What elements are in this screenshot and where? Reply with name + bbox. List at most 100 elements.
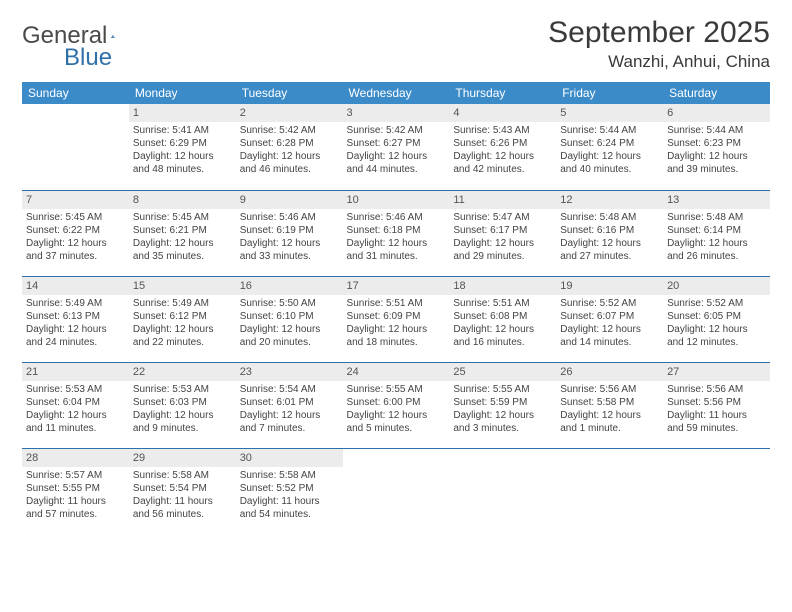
calendar-cell: 7Sunrise: 5:45 AMSunset: 6:22 PMDaylight… bbox=[22, 190, 129, 276]
header: General September 2025 Wanzhi, Anhui, Ch… bbox=[22, 16, 770, 72]
calendar-cell: 13Sunrise: 5:48 AMSunset: 6:14 PMDayligh… bbox=[663, 190, 770, 276]
day-details: Sunrise: 5:42 AMSunset: 6:27 PMDaylight:… bbox=[343, 122, 450, 179]
calendar-thead: SundayMondayTuesdayWednesdayThursdayFrid… bbox=[22, 82, 770, 104]
day-number: 29 bbox=[129, 448, 236, 467]
day-number: 18 bbox=[449, 276, 556, 295]
calendar-cell: 1Sunrise: 5:41 AMSunset: 6:29 PMDaylight… bbox=[129, 104, 236, 190]
day-details: Sunrise: 5:54 AMSunset: 6:01 PMDaylight:… bbox=[236, 381, 343, 438]
calendar-cell: 18Sunrise: 5:51 AMSunset: 6:08 PMDayligh… bbox=[449, 276, 556, 362]
day-details: Sunrise: 5:49 AMSunset: 6:12 PMDaylight:… bbox=[129, 295, 236, 352]
calendar-cell: 8Sunrise: 5:45 AMSunset: 6:21 PMDaylight… bbox=[129, 190, 236, 276]
calendar-cell: 25Sunrise: 5:55 AMSunset: 5:59 PMDayligh… bbox=[449, 362, 556, 448]
day-details: Sunrise: 5:50 AMSunset: 6:10 PMDaylight:… bbox=[236, 295, 343, 352]
day-number: 15 bbox=[129, 276, 236, 295]
day-number: 4 bbox=[449, 104, 556, 122]
day-number: 19 bbox=[556, 276, 663, 295]
day-details: Sunrise: 5:55 AMSunset: 6:00 PMDaylight:… bbox=[343, 381, 450, 438]
calendar-cell: 27Sunrise: 5:56 AMSunset: 5:56 PMDayligh… bbox=[663, 362, 770, 448]
calendar-cell bbox=[343, 448, 450, 534]
day-number: 12 bbox=[556, 190, 663, 209]
calendar-cell: 24Sunrise: 5:55 AMSunset: 6:00 PMDayligh… bbox=[343, 362, 450, 448]
day-details: Sunrise: 5:48 AMSunset: 6:14 PMDaylight:… bbox=[663, 209, 770, 266]
brand-text-blue: Blue bbox=[64, 44, 112, 72]
day-details: Sunrise: 5:44 AMSunset: 6:23 PMDaylight:… bbox=[663, 122, 770, 179]
day-number: 21 bbox=[22, 362, 129, 381]
day-number: 6 bbox=[663, 104, 770, 122]
day-details: Sunrise: 5:52 AMSunset: 6:07 PMDaylight:… bbox=[556, 295, 663, 352]
calendar-cell: 3Sunrise: 5:42 AMSunset: 6:27 PMDaylight… bbox=[343, 104, 450, 190]
calendar-cell: 11Sunrise: 5:47 AMSunset: 6:17 PMDayligh… bbox=[449, 190, 556, 276]
day-details: Sunrise: 5:55 AMSunset: 5:59 PMDaylight:… bbox=[449, 381, 556, 438]
day-number: 5 bbox=[556, 104, 663, 122]
calendar-body: 1Sunrise: 5:41 AMSunset: 6:29 PMDaylight… bbox=[22, 104, 770, 534]
calendar-cell: 28Sunrise: 5:57 AMSunset: 5:55 PMDayligh… bbox=[22, 448, 129, 534]
day-details: Sunrise: 5:46 AMSunset: 6:19 PMDaylight:… bbox=[236, 209, 343, 266]
day-number: 22 bbox=[129, 362, 236, 381]
calendar-cell: 6Sunrise: 5:44 AMSunset: 6:23 PMDaylight… bbox=[663, 104, 770, 190]
day-number: 8 bbox=[129, 190, 236, 209]
day-details: Sunrise: 5:58 AMSunset: 5:54 PMDaylight:… bbox=[129, 467, 236, 524]
calendar-cell: 22Sunrise: 5:53 AMSunset: 6:03 PMDayligh… bbox=[129, 362, 236, 448]
weekday-header: Monday bbox=[129, 82, 236, 104]
day-number: 17 bbox=[343, 276, 450, 295]
day-number: 11 bbox=[449, 190, 556, 209]
day-number: 20 bbox=[663, 276, 770, 295]
calendar-cell: 20Sunrise: 5:52 AMSunset: 6:05 PMDayligh… bbox=[663, 276, 770, 362]
day-details: Sunrise: 5:53 AMSunset: 6:04 PMDaylight:… bbox=[22, 381, 129, 438]
weekday-header: Saturday bbox=[663, 82, 770, 104]
calendar-cell: 23Sunrise: 5:54 AMSunset: 6:01 PMDayligh… bbox=[236, 362, 343, 448]
title-block: September 2025 Wanzhi, Anhui, China bbox=[548, 16, 770, 72]
day-number: 7 bbox=[22, 190, 129, 209]
calendar-cell: 4Sunrise: 5:43 AMSunset: 6:26 PMDaylight… bbox=[449, 104, 556, 190]
day-details: Sunrise: 5:53 AMSunset: 6:03 PMDaylight:… bbox=[129, 381, 236, 438]
calendar-cell: 30Sunrise: 5:58 AMSunset: 5:52 PMDayligh… bbox=[236, 448, 343, 534]
day-number: 27 bbox=[663, 362, 770, 381]
day-details: Sunrise: 5:52 AMSunset: 6:05 PMDaylight:… bbox=[663, 295, 770, 352]
day-number: 28 bbox=[22, 448, 129, 467]
day-number: 9 bbox=[236, 190, 343, 209]
day-details: Sunrise: 5:56 AMSunset: 5:58 PMDaylight:… bbox=[556, 381, 663, 438]
day-details: Sunrise: 5:46 AMSunset: 6:18 PMDaylight:… bbox=[343, 209, 450, 266]
day-details: Sunrise: 5:41 AMSunset: 6:29 PMDaylight:… bbox=[129, 122, 236, 179]
calendar-cell bbox=[449, 448, 556, 534]
day-number: 26 bbox=[556, 362, 663, 381]
day-details: Sunrise: 5:56 AMSunset: 5:56 PMDaylight:… bbox=[663, 381, 770, 438]
calendar-cell: 21Sunrise: 5:53 AMSunset: 6:04 PMDayligh… bbox=[22, 362, 129, 448]
day-number: 24 bbox=[343, 362, 450, 381]
calendar-table: SundayMondayTuesdayWednesdayThursdayFrid… bbox=[22, 82, 770, 534]
day-details: Sunrise: 5:45 AMSunset: 6:21 PMDaylight:… bbox=[129, 209, 236, 266]
weekday-header: Friday bbox=[556, 82, 663, 104]
day-details: Sunrise: 5:51 AMSunset: 6:08 PMDaylight:… bbox=[449, 295, 556, 352]
day-details: Sunrise: 5:57 AMSunset: 5:55 PMDaylight:… bbox=[22, 467, 129, 524]
calendar-cell: 19Sunrise: 5:52 AMSunset: 6:07 PMDayligh… bbox=[556, 276, 663, 362]
calendar-cell bbox=[22, 104, 129, 190]
day-number: 1 bbox=[129, 104, 236, 122]
weekday-header: Tuesday bbox=[236, 82, 343, 104]
calendar-cell: 29Sunrise: 5:58 AMSunset: 5:54 PMDayligh… bbox=[129, 448, 236, 534]
day-details: Sunrise: 5:47 AMSunset: 6:17 PMDaylight:… bbox=[449, 209, 556, 266]
calendar-cell: 5Sunrise: 5:44 AMSunset: 6:24 PMDaylight… bbox=[556, 104, 663, 190]
day-details: Sunrise: 5:45 AMSunset: 6:22 PMDaylight:… bbox=[22, 209, 129, 266]
day-details: Sunrise: 5:44 AMSunset: 6:24 PMDaylight:… bbox=[556, 122, 663, 179]
weekday-header: Thursday bbox=[449, 82, 556, 104]
day-number: 14 bbox=[22, 276, 129, 295]
weekday-header: Sunday bbox=[22, 82, 129, 104]
calendar-cell: 10Sunrise: 5:46 AMSunset: 6:18 PMDayligh… bbox=[343, 190, 450, 276]
day-number: 2 bbox=[236, 104, 343, 122]
day-number: 23 bbox=[236, 362, 343, 381]
day-details: Sunrise: 5:49 AMSunset: 6:13 PMDaylight:… bbox=[22, 295, 129, 352]
calendar-cell: 17Sunrise: 5:51 AMSunset: 6:09 PMDayligh… bbox=[343, 276, 450, 362]
calendar-cell: 15Sunrise: 5:49 AMSunset: 6:12 PMDayligh… bbox=[129, 276, 236, 362]
day-details: Sunrise: 5:42 AMSunset: 6:28 PMDaylight:… bbox=[236, 122, 343, 179]
calendar-cell: 9Sunrise: 5:46 AMSunset: 6:19 PMDaylight… bbox=[236, 190, 343, 276]
day-number: 16 bbox=[236, 276, 343, 295]
brand-sail-icon bbox=[111, 25, 116, 47]
day-number: 3 bbox=[343, 104, 450, 122]
calendar-cell bbox=[663, 448, 770, 534]
calendar-cell bbox=[556, 448, 663, 534]
day-number: 10 bbox=[343, 190, 450, 209]
weekday-header: Wednesday bbox=[343, 82, 450, 104]
calendar-cell: 14Sunrise: 5:49 AMSunset: 6:13 PMDayligh… bbox=[22, 276, 129, 362]
calendar-cell: 12Sunrise: 5:48 AMSunset: 6:16 PMDayligh… bbox=[556, 190, 663, 276]
calendar-cell: 2Sunrise: 5:42 AMSunset: 6:28 PMDaylight… bbox=[236, 104, 343, 190]
